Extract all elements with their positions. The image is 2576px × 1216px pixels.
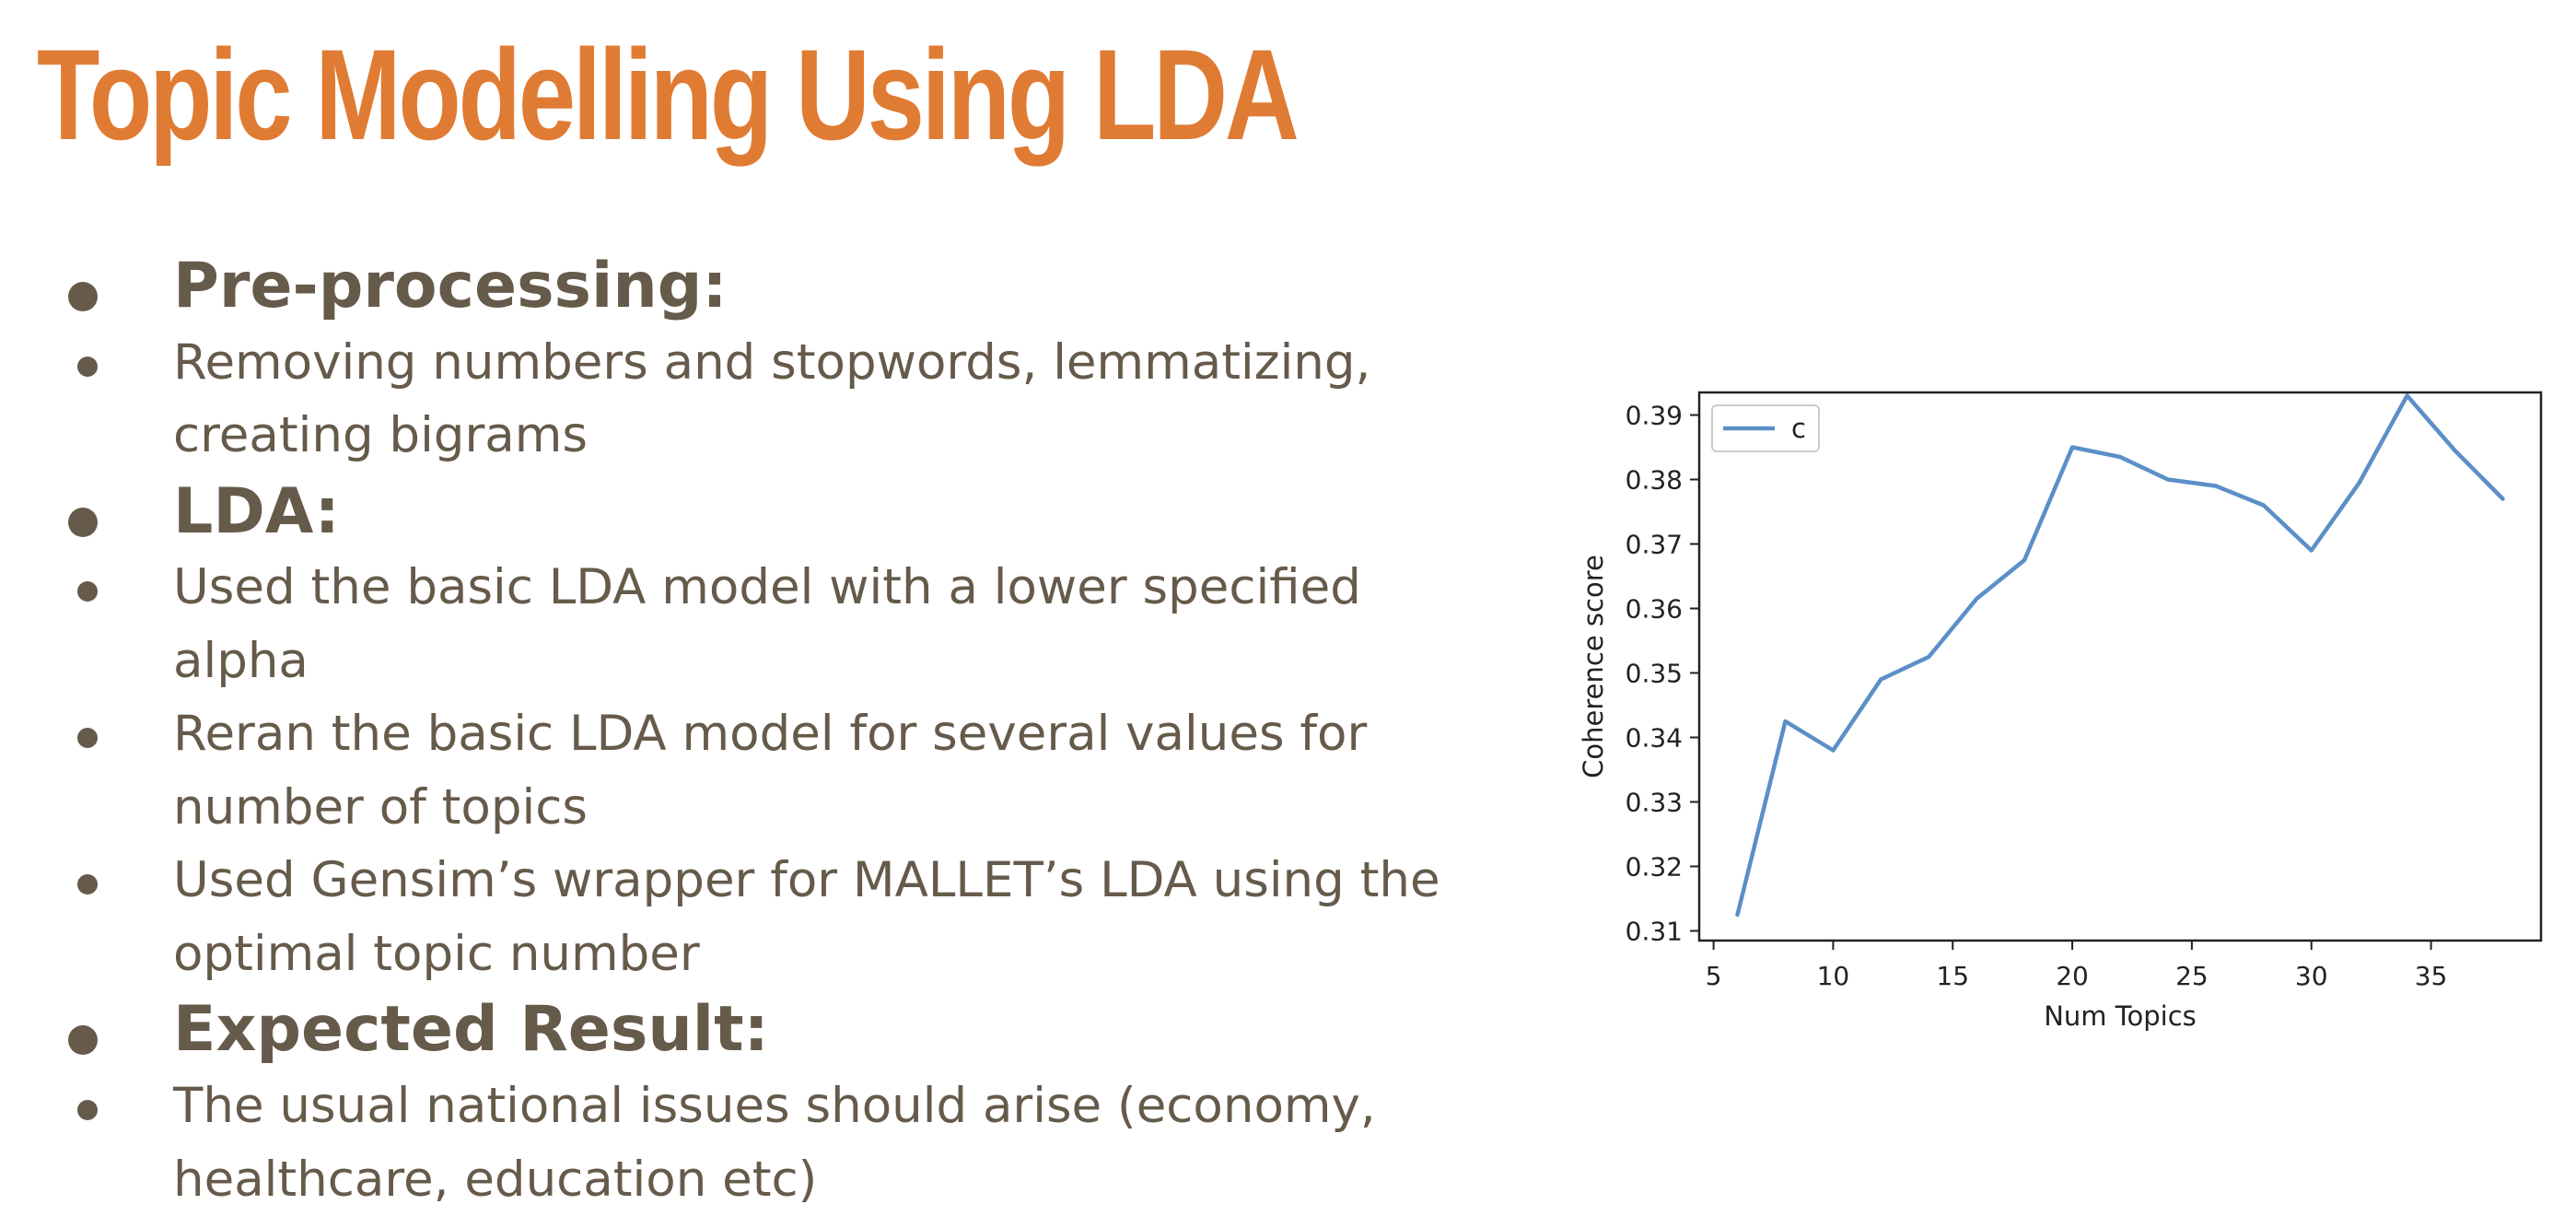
x-tick-label: 15 [1936,961,1969,991]
x-axis-label: Num Topics [2044,1000,2197,1032]
y-tick-label: 0.34 [1626,723,1683,754]
bullet-text: Used Gensim’s wrapper for MALLET’s LDA u… [173,852,1440,982]
bullet-dot-icon [68,1025,98,1056]
bullet-dot-icon [68,507,98,537]
y-tick-label: 0.32 [1626,852,1683,883]
x-tick-label: 25 [2175,961,2209,991]
bullet-item: Used Gensim’s wrapper for MALLET’s LDA u… [55,844,1492,990]
x-tick-label: 30 [2295,961,2328,991]
x-tick-label: 20 [2056,961,2089,991]
y-tick-label: 0.39 [1626,401,1683,431]
x-tick-label: 5 [1706,961,1722,991]
bullet-heading: Expected Result: [55,990,1492,1070]
y-tick-label: 0.36 [1626,594,1683,625]
bullet-item: Removing numbers and stopwords, lemmatiz… [55,326,1492,473]
bullet-dot-icon [77,581,98,602]
bullet-dot-icon [68,282,98,311]
bullet-text: Pre-processing: [173,250,728,322]
plot-frame [1697,391,2543,942]
y-tick-label: 0.35 [1626,659,1683,689]
bullet-text: LDA: [173,474,340,548]
bullet-text: Expected Result: [173,993,769,1067]
x-tick-label: 10 [1817,961,1850,991]
x-tick-label: 35 [2415,961,2448,991]
coherence-chart: 5 10 15 20 25 30 35 0.31 0.32 0.33 0.34 0.35 0.36 0.3… [1566,368,2576,1032]
bullet-item: Reran the basic LDA model for several va… [55,697,1492,844]
bullet-list: Pre-processing: Removing numbers and stop… [55,247,1492,1216]
bullet-dot-icon [77,874,98,895]
series-line-c [1735,393,2505,918]
bullet-text: Used the basic LDA model with a lower sp… [173,559,1361,689]
legend-label-c: c [1791,413,1806,444]
bullet-dot-icon [77,356,98,377]
y-axis-label: Coherence score [1578,555,1609,778]
slide-title: Topic Modelling Using LDA [37,22,1300,167]
bullet-item: The usual national issues should arise (… [55,1070,1492,1216]
y-tick-label: 0.33 [1626,788,1683,818]
bullet-text: Removing numbers and stopwords, lemmatiz… [173,333,1371,464]
bullet-text: The usual national issues should arise (… [173,1078,1376,1208]
coherence-chart-svg: 5 10 15 20 25 30 35 0.31 0.32 0.33 0.34 0.35 0.36 0.3… [1578,391,2543,1032]
bullet-dot-icon [77,1100,98,1121]
y-tick-label: 0.31 [1626,917,1683,947]
bullet-heading: Pre-processing: [55,247,1492,326]
y-tick-label: 0.37 [1626,530,1683,560]
bullet-text: Reran the basic LDA model for several va… [173,706,1368,836]
bullet-dot-icon [77,728,98,749]
y-tick-label: 0.38 [1626,465,1683,496]
bullet-item: Used the basic LDA model with a lower sp… [55,551,1492,697]
bullet-heading: LDA: [55,473,1492,552]
